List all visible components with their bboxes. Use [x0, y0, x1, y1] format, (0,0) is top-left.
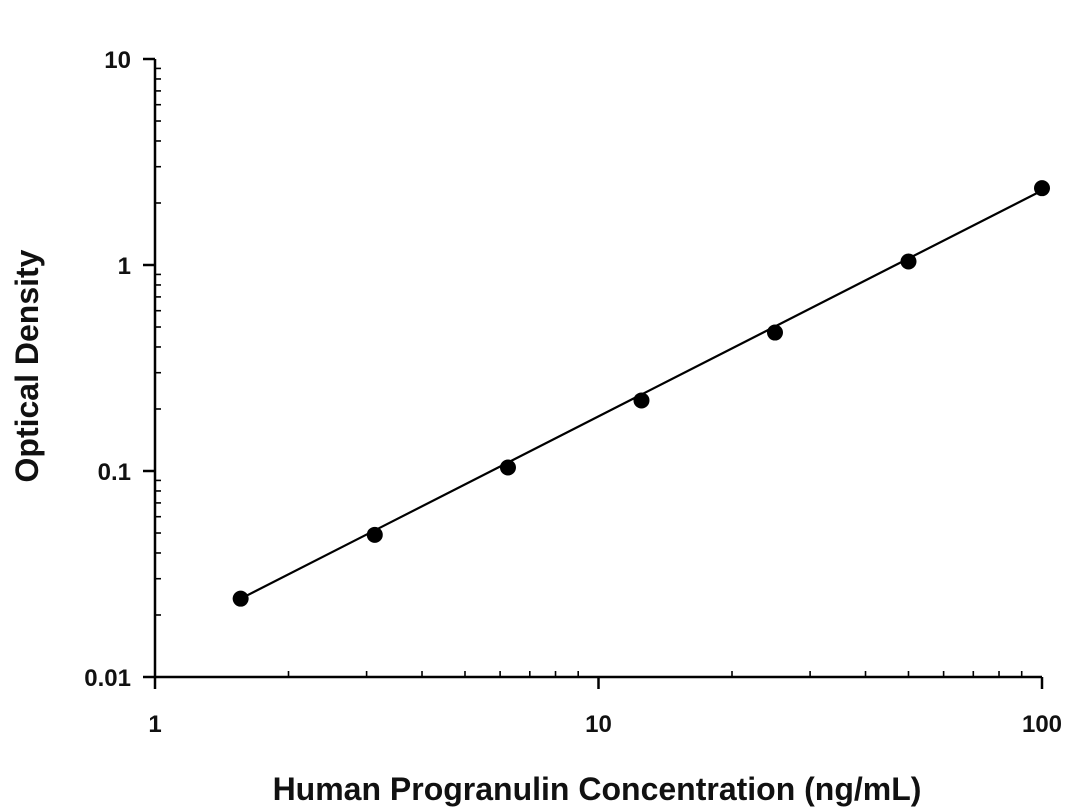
data-point	[366, 526, 383, 543]
x-tick-label: 100	[1022, 711, 1062, 738]
data-point	[232, 590, 249, 607]
x-tick-label: 10	[585, 711, 612, 738]
tick-marks	[143, 57, 1044, 689]
y-tick-label: 1	[118, 253, 131, 280]
y-axis-title: Optical Density	[9, 249, 45, 482]
y-tick-label: 0.01	[84, 665, 131, 692]
data-points	[232, 180, 1050, 607]
data-point	[900, 253, 917, 270]
data-point	[766, 324, 783, 341]
data-point	[499, 459, 516, 476]
x-tick-label: 1	[148, 711, 161, 738]
axes	[153, 59, 1042, 679]
x-axis-title: Human Progranulin Concentration (ng/mL)	[273, 771, 922, 807]
tick-labels: 0.01 0.1 1 10 1 10 100	[84, 47, 1062, 738]
y-tick-label: 0.1	[98, 459, 131, 486]
data-point	[1034, 180, 1050, 197]
data-point	[633, 392, 650, 409]
y-tick-label: 10	[104, 47, 131, 74]
